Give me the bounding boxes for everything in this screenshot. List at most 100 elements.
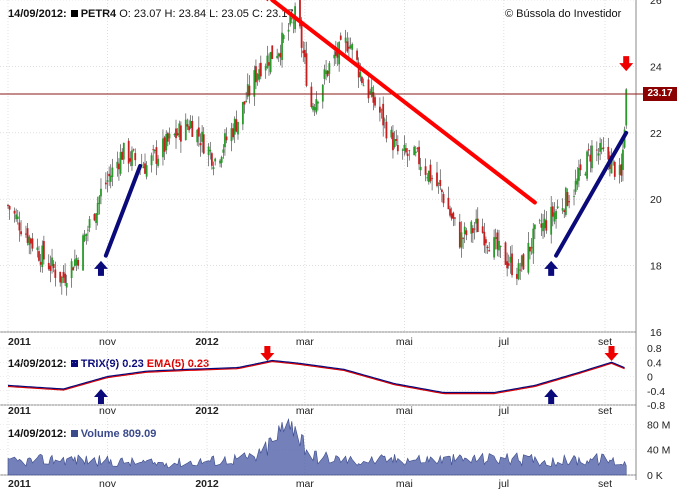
candle-body (618, 165, 621, 175)
candle-body (13, 210, 16, 214)
candle-body (578, 167, 580, 181)
candle-body (460, 232, 463, 248)
candle-body (625, 89, 628, 126)
candle-body (287, 29, 290, 32)
candle-body (551, 206, 554, 217)
candle-body (186, 124, 189, 127)
candle-body (380, 109, 383, 111)
candle-body (385, 121, 388, 139)
candle-body (15, 214, 18, 220)
candle-body (253, 70, 256, 97)
trix-y-tick-label: 0.4 (647, 357, 662, 369)
candle-body (83, 234, 86, 241)
candle-body (127, 140, 130, 164)
candle-body (396, 145, 399, 152)
candle-body (88, 219, 91, 228)
header-ticker: PETR4 (80, 8, 117, 20)
header-open: O: 23.07 (119, 8, 162, 20)
candle-body (129, 158, 132, 162)
axes: 16 18 20 22 24 26 0.8 0.4 0 -0.4 -0.8 80 M 40 M 0 K 20… (8, 0, 670, 490)
candle-body (509, 256, 512, 263)
candle-body (357, 62, 360, 78)
candle-body (321, 84, 324, 102)
candle-body (607, 146, 610, 160)
candle-body (144, 163, 146, 174)
candle-body (276, 55, 279, 59)
x-tick-label: 2012 (195, 336, 219, 348)
candle-body (197, 127, 200, 137)
candle-body (47, 262, 50, 270)
candle-body (506, 261, 509, 269)
candle-body (153, 150, 156, 152)
candle-body (542, 223, 544, 232)
candle-body (326, 70, 329, 76)
trix-header: 14/09/2012: TRIX(9) 0.23 EMA(5) 0.23 (8, 358, 209, 370)
candle-body (248, 85, 251, 96)
candle-body (289, 15, 292, 25)
candle-body (70, 261, 73, 279)
candle-body (85, 233, 88, 236)
x-tick-label: set (598, 405, 612, 417)
candle-body (49, 265, 52, 271)
candle-body (362, 85, 365, 87)
candle-body (279, 52, 282, 58)
candle-body (543, 218, 546, 229)
candle-body (168, 133, 171, 139)
candle-body (277, 53, 280, 57)
candle-body (237, 121, 239, 135)
candle-body (75, 258, 78, 266)
candle-body (166, 133, 169, 142)
volume-y-tick-label: 40 M (647, 445, 670, 457)
x-tick-label: nov (99, 405, 117, 417)
candle-body (189, 120, 192, 129)
candle-body (370, 86, 373, 97)
candle-body (383, 119, 386, 121)
candle-body (28, 236, 31, 246)
candle-body (511, 253, 513, 276)
candle-body (266, 55, 269, 68)
candle-body (336, 50, 339, 58)
candle-body (499, 245, 502, 248)
candle-body (62, 271, 65, 278)
candle-body (175, 128, 177, 139)
candle-body (504, 242, 507, 265)
candle-body (52, 263, 55, 269)
candle-body (591, 145, 593, 169)
candle-body (597, 153, 600, 156)
candle-body (106, 180, 109, 182)
candle-body (481, 226, 484, 233)
candle-body (622, 149, 624, 170)
candle-body (599, 143, 602, 152)
candle-body (87, 229, 89, 231)
candle-body (202, 134, 205, 154)
candle-body (268, 62, 270, 66)
trix-y-tick-label: -0.8 (647, 400, 665, 412)
candle-body (413, 146, 416, 156)
candle-body (379, 106, 381, 113)
down-arrow-icon (604, 346, 619, 361)
candle-body (305, 53, 308, 86)
candle-body (282, 35, 285, 40)
candle-body (59, 271, 62, 283)
volume-date: 14/09/2012: (8, 428, 67, 440)
candle-body (545, 220, 548, 231)
header-close: C: 23.17 (252, 8, 294, 20)
candle-body (325, 70, 327, 75)
volume-y-tick-label: 80 M (647, 419, 670, 431)
x-tick-label: nov (99, 336, 117, 348)
candle-body (258, 69, 261, 80)
candle-body (473, 228, 476, 230)
candle-body (121, 151, 124, 160)
candle-body (458, 221, 461, 248)
volume-header: 14/09/2012: Volume 809.09 (8, 428, 156, 440)
candle-body (7, 205, 9, 207)
candle-body (589, 154, 592, 162)
candle-body (220, 156, 223, 163)
candle-body (225, 136, 228, 141)
candle-body (235, 119, 238, 132)
candle-body (392, 132, 394, 151)
trix-y-tick-label: 0 (647, 372, 653, 384)
candle-body (449, 208, 451, 216)
candle-body (532, 228, 535, 254)
